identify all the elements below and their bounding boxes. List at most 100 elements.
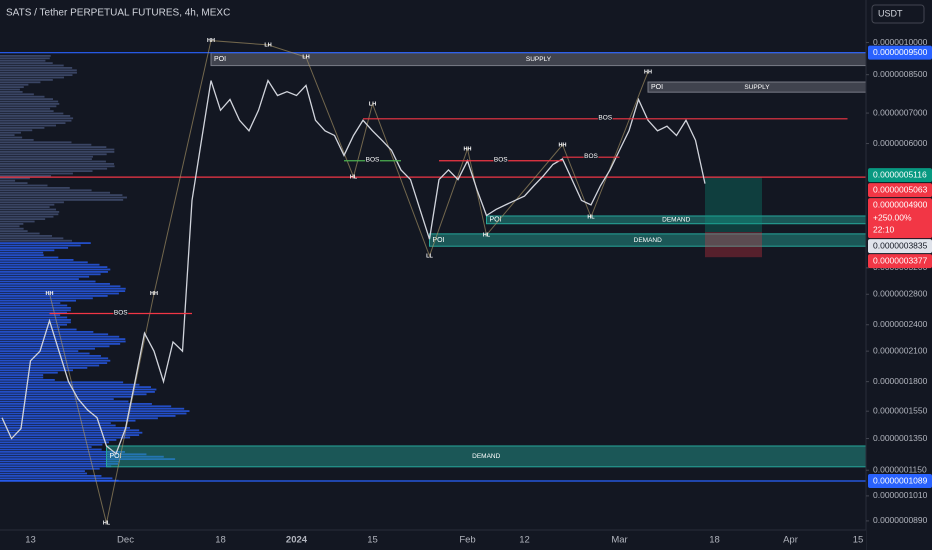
- profile-bar: [0, 177, 30, 180]
- profile-bar: [0, 359, 111, 362]
- currency-label[interactable]: USDT: [878, 8, 903, 18]
- profile-bar: [0, 153, 107, 156]
- profile-bar: [0, 388, 157, 391]
- profile-bar: [0, 146, 107, 148]
- profile-bar: [0, 196, 127, 199]
- profile-bar: [0, 395, 133, 398]
- profile-bar: [0, 465, 112, 468]
- y-tick-label: 0.0000008500: [873, 69, 928, 79]
- x-tick-label: Feb: [459, 535, 475, 546]
- profile-bar: [0, 369, 73, 372]
- profile-bar: [0, 119, 72, 122]
- x-tick-label: 13: [25, 535, 36, 546]
- profile-bar: [0, 158, 92, 160]
- x-tick-label: 18: [215, 535, 226, 546]
- y-tick-label: 0.0000001150: [873, 464, 927, 474]
- price-tag: [868, 183, 932, 198]
- profile-bar: [0, 381, 124, 384]
- profile-bar: [0, 194, 123, 196]
- profile-bar: [0, 343, 121, 345]
- profile-bar: [0, 475, 102, 477]
- profile-bar: [0, 127, 45, 129]
- x-tick-label: 12: [519, 535, 530, 546]
- profile-bar: [0, 451, 125, 453]
- chart-title: SATS / Tether PERPETUAL FUTURES, 4h, MEX…: [6, 8, 230, 19]
- profile-bar: [0, 134, 15, 136]
- structure-label: HL: [587, 214, 595, 220]
- profile-bar: [0, 163, 115, 165]
- price-tag: [868, 239, 932, 254]
- profile-bar: [0, 95, 45, 98]
- y-tick-label: 0.0000001010: [873, 490, 928, 500]
- profile-bar: [0, 434, 140, 436]
- profile-bar: [0, 338, 126, 340]
- profile-bar: [0, 74, 73, 76]
- profile-bar: [0, 292, 119, 295]
- profile-bar: [0, 307, 71, 309]
- profile-bar: [0, 335, 120, 338]
- profile-bar: [0, 326, 61, 328]
- price-tag-label: 0.0000001089: [873, 475, 928, 485]
- profile-bar: [0, 201, 64, 204]
- profile-bar: [0, 285, 121, 288]
- profile-bar: [0, 319, 71, 321]
- y-tick-label: 0.0000001550: [873, 405, 928, 415]
- profile-bar: [0, 115, 71, 117]
- y-tick-label: 0.0000002400: [873, 319, 928, 329]
- structure-label: HH: [644, 69, 652, 75]
- profile-bar: [0, 237, 64, 240]
- profile-bar: [0, 347, 95, 350]
- price-tag-label: 0.0000005063: [873, 184, 928, 194]
- price-tag-label: 0.0000009500: [873, 47, 928, 57]
- profile-bar: [0, 235, 53, 237]
- position-loss: [705, 232, 762, 258]
- profile-bar: [0, 410, 190, 412]
- profile-bar: [0, 100, 59, 103]
- zone-poi: POI: [110, 453, 122, 460]
- profile-bar: [0, 273, 101, 276]
- profile-bar: [0, 81, 41, 84]
- profile-bar: [0, 232, 40, 235]
- profile-bar: [0, 340, 126, 343]
- profile-bar: [0, 271, 108, 273]
- profile-bar: [0, 431, 143, 434]
- profile-bar: [0, 103, 60, 105]
- profile-bar: [0, 472, 88, 475]
- profile-bar: [0, 268, 111, 271]
- profile-bar: [0, 352, 90, 355]
- profile-bar: [0, 167, 108, 170]
- profile-bar: [0, 362, 108, 364]
- y-tick-label: 0.0000001800: [873, 376, 928, 386]
- currency-button[interactable]: [871, 4, 925, 24]
- profile-bar: [0, 424, 116, 427]
- profile-bar: [0, 62, 53, 64]
- profile-bar: [0, 208, 57, 211]
- profile-bar: [0, 429, 140, 432]
- zone-poi: POI: [490, 217, 502, 224]
- profile-bar: [0, 295, 108, 297]
- zone-poi: POI: [214, 56, 226, 63]
- y-tick-label: 0.0000010000: [873, 37, 928, 47]
- y-tick-label: 0.0000001350: [873, 433, 928, 443]
- profile-bar: [0, 256, 59, 259]
- profile-bar: [0, 251, 44, 254]
- y-tick-label: 0.0000006000: [873, 138, 928, 148]
- bos-label: BOS: [366, 156, 380, 163]
- profile-bar: [0, 405, 172, 408]
- profile-bar: [0, 227, 24, 230]
- profile-bar: [0, 453, 147, 456]
- profile-bar: [0, 323, 68, 326]
- profile-bar: [0, 117, 74, 120]
- profile-bar: [0, 175, 52, 177]
- profile-bar: [0, 400, 129, 403]
- profile-bar: [0, 107, 51, 110]
- profile-bar: [0, 139, 34, 141]
- structure-label: HL: [483, 232, 491, 238]
- profile-bar: [0, 470, 85, 472]
- profile-bar: [0, 376, 44, 379]
- profile-bar: [0, 67, 73, 69]
- profile-bar: [0, 316, 68, 319]
- y-tick-label: 0.0000000890: [873, 515, 928, 525]
- profile-bar: [0, 314, 61, 316]
- profile-bar: [0, 143, 92, 146]
